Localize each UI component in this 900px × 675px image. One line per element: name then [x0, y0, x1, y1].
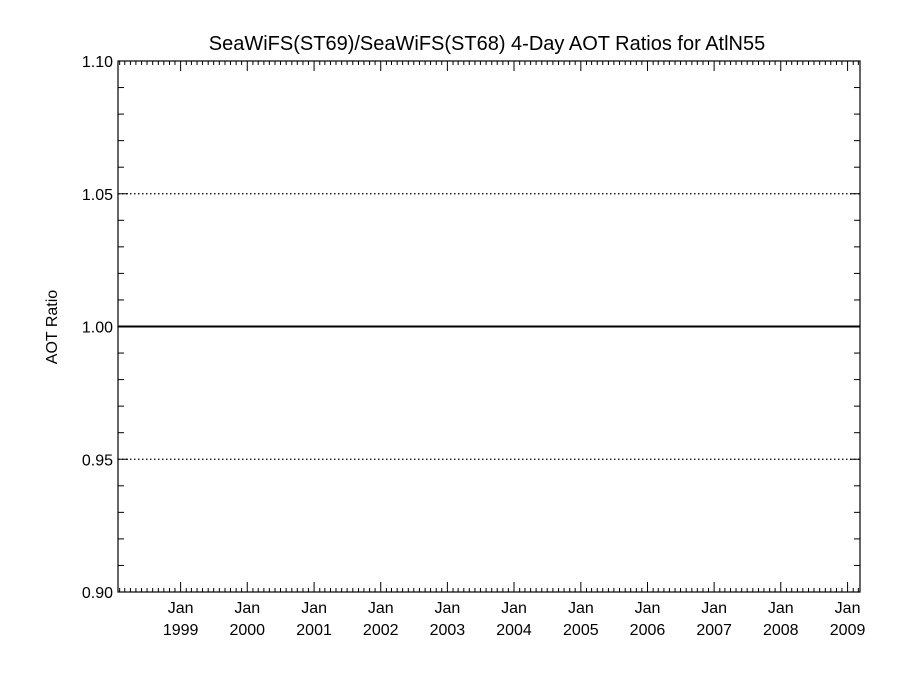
y-tick-label: 0.90 [82, 585, 113, 602]
x-tick-label-year: 1999 [163, 622, 199, 639]
x-tick-label-month: Jan [501, 600, 527, 617]
y-tick-label: 0.95 [82, 452, 113, 469]
y-tick-label: 1.00 [82, 320, 113, 337]
x-tick-label-month: Jan [701, 600, 727, 617]
x-tick-label-month: Jan [234, 600, 260, 617]
x-tick-label-year: 2001 [296, 622, 332, 639]
x-tick-label-month: Jan [368, 600, 394, 617]
x-tick-label-month: Jan [434, 600, 460, 617]
x-tick-label-month: Jan [768, 600, 794, 617]
x-tick-labels: Jan 1999 Jan 2000 Jan 2001 Jan 2002 Jan 2003 Jan 20… [163, 600, 866, 639]
x-tick-label-year: 2007 [696, 622, 732, 639]
x-tick-label-month: Jan [301, 600, 327, 617]
y-tick-labels: 0.90 0.95 1.00 1.05 1.10 [82, 54, 113, 602]
x-tick-label-month: Jan [635, 600, 661, 617]
y-tick-label: 1.10 [82, 54, 113, 71]
axis-ticks [118, 60, 860, 593]
x-tick-label-year: 2000 [229, 622, 265, 639]
x-tick-label-month: Jan [835, 600, 861, 617]
x-tick-label-year: 2002 [363, 622, 399, 639]
x-tick-label-year: 2003 [430, 622, 466, 639]
x-tick-label-year: 2005 [563, 622, 599, 639]
x-tick-label-year: 2004 [496, 622, 532, 639]
plot-frame [117, 60, 861, 593]
y-tick-label: 1.05 [82, 187, 113, 204]
x-tick-label-year: 2009 [830, 622, 866, 639]
x-tick-label-month: Jan [168, 600, 194, 617]
x-tick-label-year: 2008 [763, 622, 799, 639]
chart-title: SeaWiFS(ST69)/SeaWiFS(ST68) 4-Day AOT Ra… [209, 33, 765, 55]
x-tick-label-month: Jan [568, 600, 594, 617]
y-axis-label: AOT Ratio [44, 290, 61, 365]
x-tick-label-year: 2006 [630, 622, 666, 639]
